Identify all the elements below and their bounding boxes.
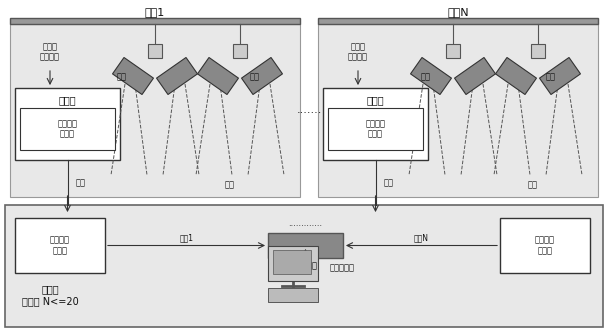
Bar [10, 24, 300, 197]
Text: 皮带1: 皮带1 [179, 233, 193, 242]
Text: 光纤: 光纤 [75, 179, 86, 188]
Bar [273, 250, 311, 274]
Bar [268, 288, 318, 302]
Text: 主控室
皮带数 N<=20: 主控室 皮带数 N<=20 [22, 284, 78, 306]
Text: 皮带: 皮带 [528, 181, 538, 190]
Polygon shape [112, 57, 153, 95]
Polygon shape [156, 57, 198, 95]
Text: 现场箱: 现场箱 [367, 95, 384, 105]
Text: 第四光纤
收发器: 第四光纤 收发器 [50, 236, 70, 255]
Polygon shape [539, 57, 581, 95]
Text: 光源: 光源 [546, 72, 556, 81]
Text: 网线和
电源线等: 网线和 电源线等 [348, 42, 368, 62]
Text: .......: ....... [296, 105, 322, 115]
Polygon shape [241, 57, 283, 95]
Text: 第三光纤
收发器: 第三光纤 收发器 [365, 119, 385, 139]
Bar [268, 233, 343, 258]
Bar [5, 205, 603, 327]
Text: 现场箱: 现场箱 [59, 95, 77, 105]
Text: 皮带N: 皮带N [447, 7, 469, 17]
Text: 光源: 光源 [250, 72, 260, 81]
Bar [10, 18, 300, 24]
Bar [318, 24, 598, 197]
Bar [323, 88, 428, 160]
Polygon shape [496, 57, 536, 95]
Bar [15, 218, 105, 273]
Text: 皮带1: 皮带1 [145, 7, 165, 17]
Bar [20, 108, 115, 150]
Polygon shape [410, 57, 452, 95]
Text: 相机: 相机 [421, 72, 431, 81]
Bar [233, 44, 247, 58]
Bar [268, 246, 318, 281]
Bar [500, 218, 590, 273]
Text: 第四光纤
收发器: 第四光纤 收发器 [535, 236, 555, 255]
Text: 皮带N: 皮带N [414, 233, 429, 242]
Bar [446, 44, 460, 58]
Text: 第一交换机: 第一交换机 [293, 262, 318, 271]
Bar [318, 18, 598, 24]
Text: 光纤: 光纤 [384, 179, 393, 188]
Bar [328, 108, 423, 150]
Text: 第三光纤
收发器: 第三光纤 收发器 [58, 119, 77, 139]
Text: .............: ............. [288, 218, 323, 227]
Text: 皮带: 皮带 [225, 181, 235, 190]
Polygon shape [455, 57, 496, 95]
Text: 网线和
电源线等: 网线和 电源线等 [40, 42, 60, 62]
Text: 相机: 相机 [117, 72, 127, 81]
Bar [15, 88, 120, 160]
Bar [148, 44, 162, 58]
Polygon shape [198, 57, 238, 95]
Text: 第一工控机: 第一工控机 [330, 264, 355, 273]
Bar [531, 44, 545, 58]
